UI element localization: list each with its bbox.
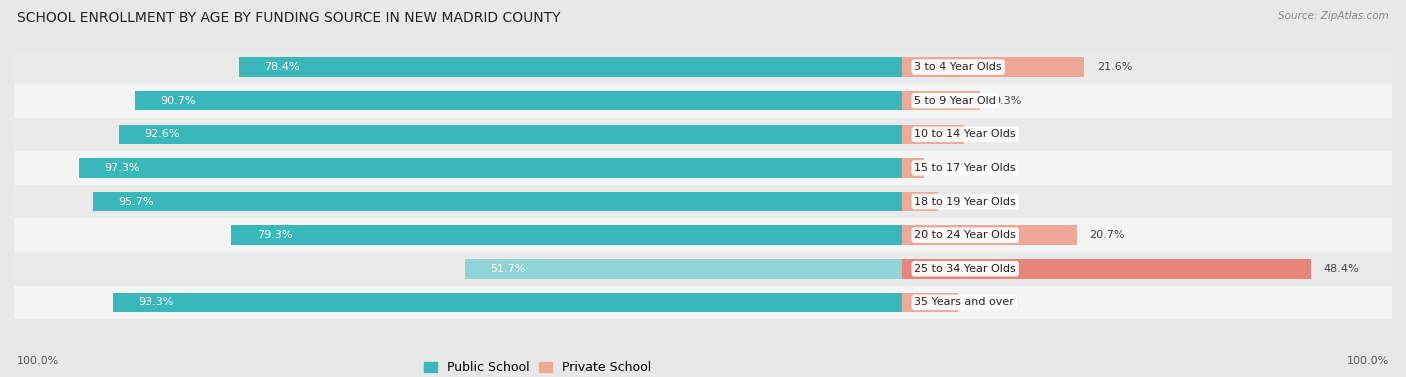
Bar bbox=[901, 293, 959, 312]
Text: 6.7%: 6.7% bbox=[972, 297, 1000, 307]
Bar bbox=[901, 158, 925, 178]
Bar bbox=[14, 185, 1392, 218]
Bar bbox=[112, 293, 901, 312]
Bar bbox=[14, 151, 1392, 185]
Text: 51.7%: 51.7% bbox=[489, 264, 526, 274]
Bar bbox=[14, 118, 1392, 151]
Bar bbox=[901, 124, 965, 144]
Bar bbox=[14, 252, 1392, 285]
Text: 78.4%: 78.4% bbox=[264, 62, 299, 72]
Text: 35 Years and over: 35 Years and over bbox=[914, 297, 1014, 307]
Bar bbox=[93, 192, 901, 211]
Text: 3 to 4 Year Olds: 3 to 4 Year Olds bbox=[914, 62, 1002, 72]
Text: 97.3%: 97.3% bbox=[104, 163, 141, 173]
Bar bbox=[135, 91, 901, 110]
Text: 48.4%: 48.4% bbox=[1323, 264, 1360, 274]
Bar bbox=[901, 91, 980, 110]
Bar bbox=[901, 192, 938, 211]
Bar bbox=[901, 259, 1310, 279]
Bar bbox=[79, 158, 901, 178]
Text: 90.7%: 90.7% bbox=[160, 96, 195, 106]
Text: 9.3%: 9.3% bbox=[993, 96, 1021, 106]
Text: 100.0%: 100.0% bbox=[17, 356, 59, 366]
Text: 18 to 19 Year Olds: 18 to 19 Year Olds bbox=[914, 196, 1017, 207]
Legend: Public School, Private School: Public School, Private School bbox=[419, 356, 657, 377]
Text: 15 to 17 Year Olds: 15 to 17 Year Olds bbox=[914, 163, 1017, 173]
Text: 92.6%: 92.6% bbox=[145, 129, 180, 139]
Text: 95.7%: 95.7% bbox=[118, 196, 153, 207]
Text: 100.0%: 100.0% bbox=[1347, 356, 1389, 366]
Text: 2.7%: 2.7% bbox=[938, 163, 966, 173]
Text: 7.4%: 7.4% bbox=[977, 129, 1005, 139]
Bar bbox=[239, 57, 901, 77]
Text: 20 to 24 Year Olds: 20 to 24 Year Olds bbox=[914, 230, 1017, 240]
Text: 25 to 34 Year Olds: 25 to 34 Year Olds bbox=[914, 264, 1017, 274]
Bar bbox=[120, 124, 901, 144]
Text: SCHOOL ENROLLMENT BY AGE BY FUNDING SOURCE IN NEW MADRID COUNTY: SCHOOL ENROLLMENT BY AGE BY FUNDING SOUR… bbox=[17, 11, 561, 25]
Bar bbox=[14, 84, 1392, 118]
Bar bbox=[14, 218, 1392, 252]
Bar bbox=[232, 225, 901, 245]
Bar bbox=[901, 57, 1084, 77]
Text: 4.3%: 4.3% bbox=[950, 196, 979, 207]
Bar bbox=[14, 285, 1392, 319]
Text: 10 to 14 Year Olds: 10 to 14 Year Olds bbox=[914, 129, 1017, 139]
Text: 21.6%: 21.6% bbox=[1097, 62, 1132, 72]
Text: 5 to 9 Year Old: 5 to 9 Year Old bbox=[914, 96, 997, 106]
Bar bbox=[14, 50, 1392, 84]
Text: 20.7%: 20.7% bbox=[1090, 230, 1125, 240]
Text: 79.3%: 79.3% bbox=[257, 230, 292, 240]
Bar bbox=[901, 225, 1077, 245]
Bar bbox=[464, 259, 901, 279]
Text: Source: ZipAtlas.com: Source: ZipAtlas.com bbox=[1278, 11, 1389, 21]
Text: 93.3%: 93.3% bbox=[138, 297, 174, 307]
